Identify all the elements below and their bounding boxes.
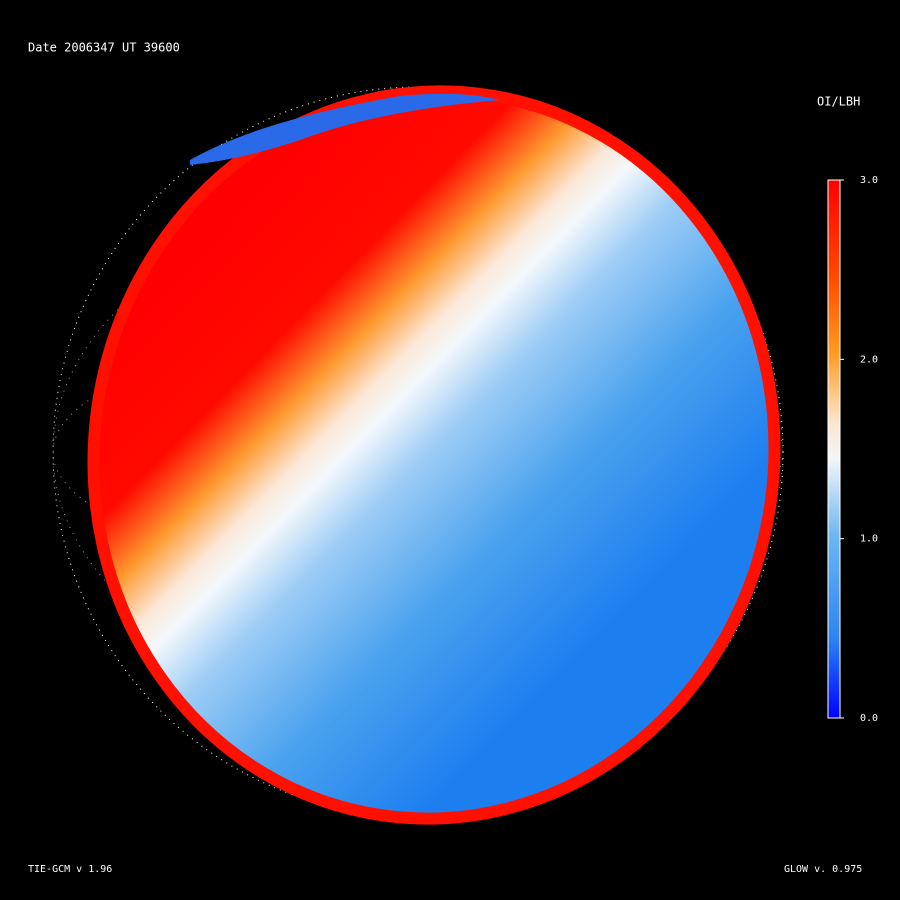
date-label: Date 2006347: [28, 41, 115, 55]
glow-label: GLOW v. 0.975: [784, 864, 862, 875]
colorbar-tick-label: 3.0: [860, 175, 878, 186]
colorbar-title: OI/LBH: [817, 95, 860, 109]
colorbar-tick-label: 2.0: [860, 354, 878, 365]
polar-cap: [190, 93, 500, 165]
model-label: TIE-GCM v 1.96: [28, 864, 112, 875]
ut-label: UT 39600: [122, 41, 180, 55]
colorbar-tick-label: 0.0: [860, 713, 878, 724]
colorbar-tick-label: 1.0: [860, 534, 878, 545]
colorbar-ticks: 3.0 2.0 1.0 0.0: [840, 175, 878, 724]
dayside-emission: [87, 85, 781, 825]
colorbar: [827, 179, 841, 719]
